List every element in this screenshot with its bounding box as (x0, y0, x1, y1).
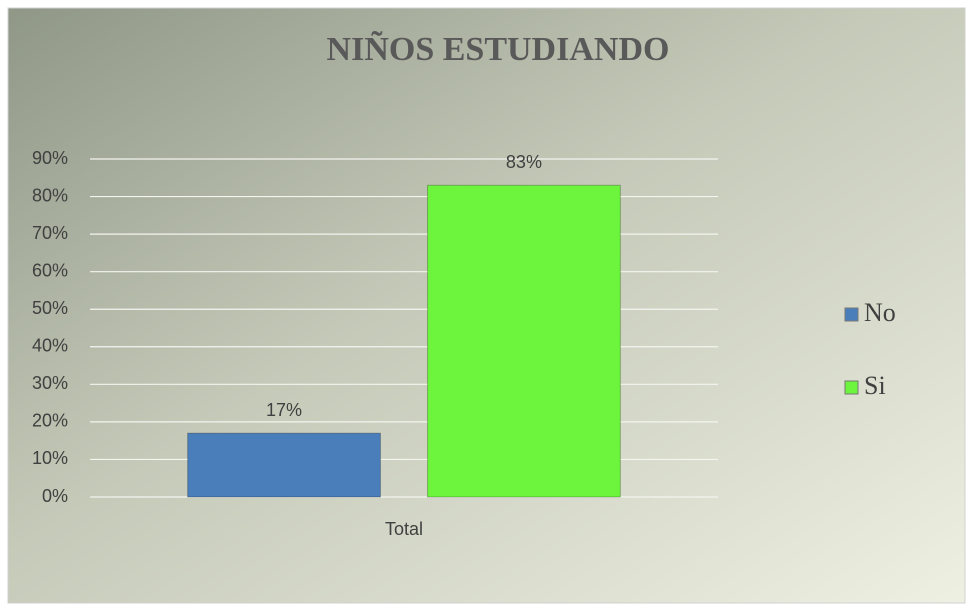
bar (427, 184, 621, 498)
data-label: 17% (266, 400, 302, 420)
y-tick-label: 90% (32, 148, 68, 168)
legend-swatch (844, 380, 859, 395)
x-tick-label: Total (385, 519, 423, 539)
y-tick-label: 60% (32, 260, 68, 280)
legend-swatch (844, 307, 859, 322)
legend-label: Si (864, 371, 886, 400)
legend-label: No (864, 298, 896, 327)
data-label: 83% (506, 152, 542, 172)
y-tick-label: 70% (32, 223, 68, 243)
y-tick-label: 0% (42, 486, 68, 506)
y-tick-label: 50% (32, 298, 68, 318)
y-tick-label: 10% (32, 448, 68, 468)
y-tick-label: 80% (32, 185, 68, 205)
bar (187, 432, 381, 498)
chart-title: NIÑOS ESTUDIANDO (327, 31, 670, 68)
y-tick-label: 20% (32, 411, 68, 431)
y-tick-label: 40% (32, 336, 68, 356)
y-tick-label: 30% (32, 373, 68, 393)
